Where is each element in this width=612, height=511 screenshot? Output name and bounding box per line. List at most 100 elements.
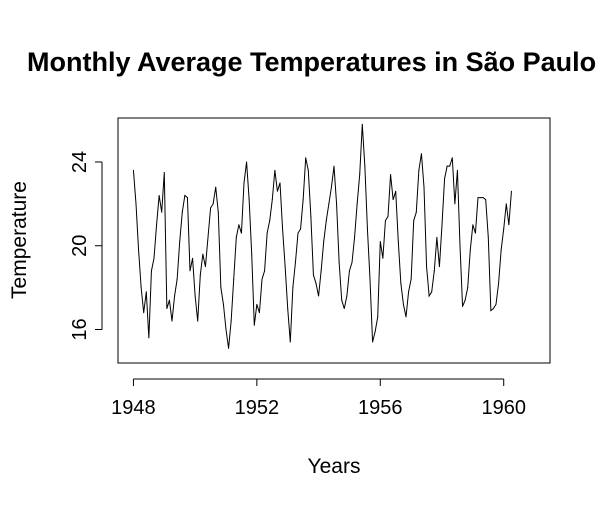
- data-point: [212, 203, 214, 205]
- data-point: [382, 257, 384, 259]
- y-axis-label: Temperature: [8, 181, 31, 299]
- data-point: [387, 215, 389, 217]
- data-point: [469, 249, 471, 251]
- data-point: [220, 287, 222, 289]
- data-point: [258, 312, 260, 314]
- data-point: [251, 253, 253, 255]
- data-point: [366, 228, 368, 230]
- plot-frame: [117, 117, 551, 364]
- data-point: [248, 199, 250, 201]
- data-point: [150, 270, 152, 272]
- data-point: [361, 123, 363, 125]
- data-point: [274, 169, 276, 171]
- data-point: [199, 274, 201, 276]
- data-point: [346, 295, 348, 297]
- data-point: [184, 194, 186, 196]
- data-point: [343, 308, 345, 310]
- data-point: [289, 341, 291, 343]
- data-point: [459, 245, 461, 247]
- y-axis: 16 20 24: [69, 151, 103, 341]
- data-point: [240, 232, 242, 234]
- data-point: [436, 236, 438, 238]
- data-point: [444, 178, 446, 180]
- data-point: [379, 241, 381, 243]
- data-point: [135, 203, 137, 205]
- y-tick-label: 20: [69, 235, 91, 257]
- data-point: [451, 157, 453, 159]
- data-point: [325, 220, 327, 222]
- data-point: [390, 174, 392, 176]
- data-point: [297, 232, 299, 234]
- data-point: [197, 320, 199, 322]
- data-point: [428, 295, 430, 297]
- data-point: [323, 241, 325, 243]
- data-point: [495, 303, 497, 305]
- data-point: [490, 310, 492, 312]
- data-point: [312, 274, 314, 276]
- data-point: [148, 337, 150, 339]
- data-point: [243, 182, 245, 184]
- data-point: [462, 305, 464, 307]
- data-point: [156, 224, 158, 226]
- data-point: [179, 241, 181, 243]
- data-point: [454, 203, 456, 205]
- data-point: [328, 203, 330, 205]
- data-point: [395, 190, 397, 192]
- x-tick-label: 1960: [481, 397, 526, 419]
- data-point: [294, 261, 296, 263]
- data-point: [392, 199, 394, 201]
- data-point: [238, 224, 240, 226]
- data-point: [194, 295, 196, 297]
- data-point: [256, 303, 258, 305]
- data-point: [204, 266, 206, 268]
- data-point: [464, 299, 466, 301]
- data-point: [215, 186, 217, 188]
- data-point: [271, 199, 273, 201]
- data-point: [189, 270, 191, 272]
- data-point: [505, 203, 507, 205]
- data-point: [307, 169, 309, 171]
- data-point: [423, 186, 425, 188]
- data-point: [338, 261, 340, 263]
- data-point: [492, 308, 494, 310]
- data-point: [269, 220, 271, 222]
- data-point: [449, 165, 451, 167]
- data-point: [192, 257, 194, 259]
- data-point: [279, 182, 281, 184]
- data-point: [161, 211, 163, 213]
- data-point: [431, 291, 433, 293]
- x-axis: 1948 1952 1956 1960: [111, 378, 526, 419]
- data-point: [246, 161, 248, 163]
- y-tick-label: 16: [69, 318, 91, 340]
- data-point: [217, 211, 219, 213]
- x-tick-label: 1952: [235, 397, 280, 419]
- data-point: [413, 220, 415, 222]
- data-point: [233, 278, 235, 280]
- data-point: [467, 287, 469, 289]
- data-point: [181, 211, 183, 213]
- data-point: [266, 232, 268, 234]
- data-point: [171, 320, 173, 322]
- data-point: [369, 278, 371, 280]
- data-point: [302, 199, 304, 201]
- data-point: [374, 331, 376, 333]
- data-point: [315, 282, 317, 284]
- data-point: [186, 197, 188, 199]
- data-point: [510, 190, 512, 192]
- data-point: [310, 215, 312, 217]
- x-tick-label: 1956: [358, 397, 403, 419]
- data-point: [415, 211, 417, 213]
- data-point: [500, 249, 502, 251]
- data-point: [318, 295, 320, 297]
- data-point: [508, 224, 510, 226]
- data-point: [320, 270, 322, 272]
- data-point: [408, 291, 410, 293]
- data-point: [140, 287, 142, 289]
- data-point: [480, 197, 482, 199]
- data-point: [446, 165, 448, 167]
- data-point: [264, 270, 266, 272]
- data-point: [384, 220, 386, 222]
- data-point: [282, 228, 284, 230]
- data-point: [485, 199, 487, 201]
